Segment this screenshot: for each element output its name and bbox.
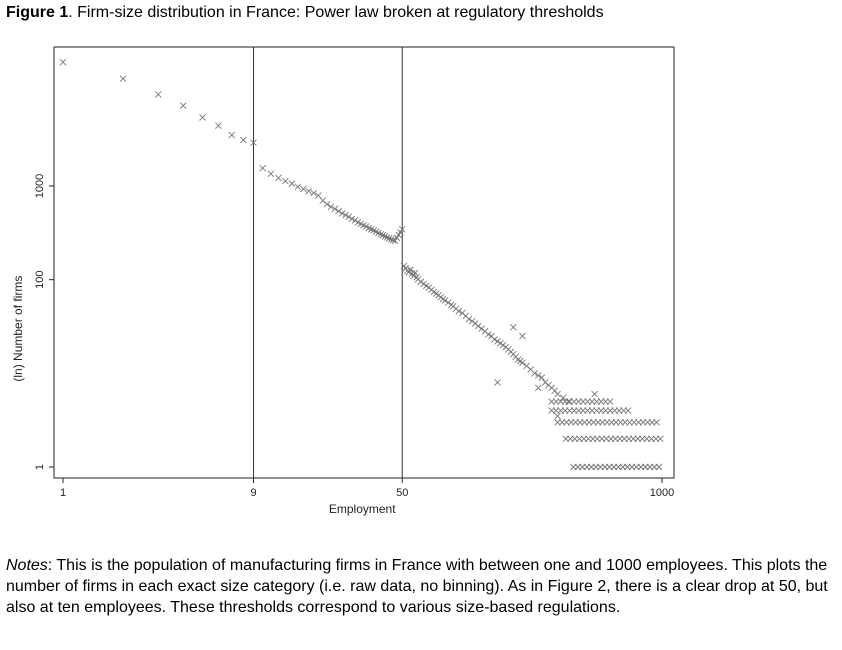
notes-label: Notes xyxy=(6,557,48,574)
data-point xyxy=(441,297,449,304)
x-tick-label: 1 xyxy=(60,487,66,499)
y-tick-label: 100 xyxy=(34,270,46,288)
data-point xyxy=(541,379,549,386)
scatter-chart: 1 9 50 1000 1 100 1000 Employment (ln) Number… xyxy=(11,46,675,516)
data-points xyxy=(59,58,664,471)
threshold-lines xyxy=(253,47,403,478)
data-point xyxy=(509,323,517,331)
data-point xyxy=(491,336,498,343)
notes-text: : This is the population of manufacturin… xyxy=(6,557,828,616)
data-point xyxy=(387,235,395,243)
data-point xyxy=(534,384,542,392)
data-point xyxy=(305,187,312,195)
data-point xyxy=(398,225,406,233)
data-point xyxy=(288,180,296,187)
data-point xyxy=(119,75,127,82)
data-point xyxy=(345,213,353,221)
data-point xyxy=(519,359,526,366)
plot-frame xyxy=(53,46,675,479)
data-point xyxy=(554,412,561,420)
data-point xyxy=(59,58,67,66)
data-point xyxy=(310,189,317,197)
data-point xyxy=(323,200,331,208)
data-point xyxy=(534,372,542,379)
data-point xyxy=(294,183,302,191)
data-point xyxy=(531,370,538,377)
data-point xyxy=(331,205,339,213)
data-point xyxy=(565,398,572,405)
data-point xyxy=(335,207,342,215)
data-point xyxy=(179,102,187,110)
data-point xyxy=(338,210,346,217)
y-axis-title: (ln) Number of firms xyxy=(11,276,25,382)
data-point xyxy=(559,394,567,401)
data-point xyxy=(385,235,393,242)
data-point xyxy=(379,231,387,239)
data-point xyxy=(391,237,399,245)
data-point xyxy=(351,217,359,224)
data-point xyxy=(300,185,307,193)
data-point xyxy=(497,339,504,347)
data-point xyxy=(259,164,266,172)
data-point xyxy=(407,266,414,273)
data-point xyxy=(439,295,447,303)
data-point xyxy=(389,236,397,244)
data-point xyxy=(465,315,473,323)
data-point xyxy=(342,211,349,219)
data-point xyxy=(606,398,614,405)
y-tick-label: 1000 xyxy=(34,174,46,198)
data-point xyxy=(474,322,482,330)
y-tick-label: 1 xyxy=(34,464,46,470)
data-point xyxy=(228,131,236,139)
x-tick-label: 1000 xyxy=(650,487,674,499)
figure-caption: . Firm-size distribution in France: Powe… xyxy=(68,4,604,21)
figure-title: Figure 1. Firm-size distribution in Fran… xyxy=(6,4,604,22)
data-point xyxy=(444,299,452,306)
data-point xyxy=(519,332,526,340)
data-point xyxy=(591,390,598,398)
data-point xyxy=(494,337,501,345)
data-point xyxy=(538,374,546,381)
y-axis: 1 100 1000 xyxy=(34,174,54,470)
figure-notes: Notes: This is the population of manufac… xyxy=(6,555,832,618)
data-point xyxy=(657,435,664,443)
data-point xyxy=(554,390,561,398)
data-point xyxy=(411,269,419,277)
data-point xyxy=(250,139,257,147)
data-point xyxy=(267,170,275,178)
data-point xyxy=(455,307,463,315)
data-point xyxy=(468,317,476,325)
data-point xyxy=(494,379,501,386)
figure-label: Figure 1 xyxy=(6,4,69,21)
x-axis: 1 9 50 1000 xyxy=(60,478,674,499)
x-axis-title: Employment xyxy=(329,502,396,516)
data-point xyxy=(653,418,660,426)
data-point xyxy=(397,229,404,236)
data-point xyxy=(282,177,289,185)
data-point xyxy=(381,233,389,240)
data-point xyxy=(154,91,162,98)
data-point xyxy=(327,203,335,211)
data-point xyxy=(275,174,282,182)
x-tick-label: 9 xyxy=(250,487,256,499)
data-point xyxy=(215,122,222,130)
data-point xyxy=(655,463,663,471)
data-point xyxy=(377,230,385,238)
plot-border xyxy=(53,46,675,479)
x-tick-label: 50 xyxy=(396,487,408,499)
data-point xyxy=(383,234,391,241)
data-point xyxy=(239,136,247,144)
data-point xyxy=(199,114,206,121)
data-point xyxy=(624,407,632,414)
data-point xyxy=(485,331,492,338)
